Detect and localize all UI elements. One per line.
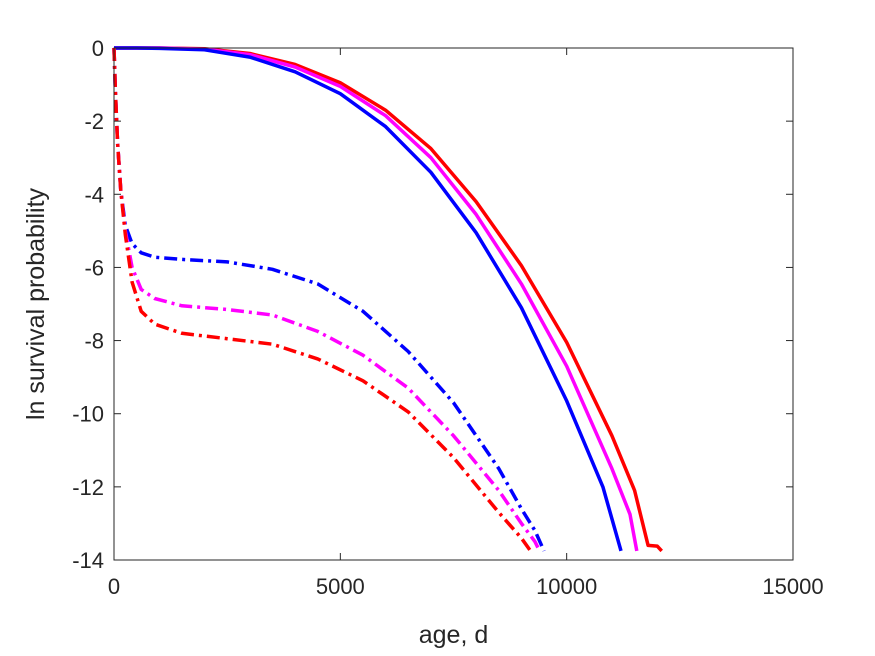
- x-axis: 0 5000 10000 15000: [108, 48, 824, 599]
- series-line-6-dashdot: [112, 47, 532, 552]
- series-line-3-solid: [114, 46, 623, 552]
- y-tick-label: -14: [72, 548, 104, 573]
- x-tick-label: 15000: [762, 574, 823, 599]
- series-line-2-solid: [114, 46, 639, 552]
- x-tick-label: 0: [108, 574, 120, 599]
- series-line-5-dashdot: [112, 47, 542, 552]
- x-axis-label: age, d: [419, 621, 489, 649]
- y-axis: 0 -2 -4 -6 -8 -10 -12 -14: [72, 36, 793, 573]
- y-tick-label: 0: [92, 36, 104, 61]
- y-axis-label: ln survival probability: [22, 187, 50, 420]
- series-line-1-solid: [114, 46, 663, 553]
- x-tick-label: 10000: [536, 574, 597, 599]
- y-tick-label: -10: [72, 402, 104, 427]
- plot-frame: [113, 47, 794, 561]
- y-tick-label: -2: [84, 109, 104, 134]
- y-tick-label: -6: [84, 255, 104, 280]
- series-line-4-dashdot: [112, 47, 546, 552]
- series-layer: [112, 46, 663, 553]
- x-tick-label: 5000: [316, 574, 365, 599]
- y-tick-label: -12: [72, 475, 104, 500]
- y-tick-label: -8: [84, 329, 104, 354]
- y-tick-label: -4: [84, 182, 104, 207]
